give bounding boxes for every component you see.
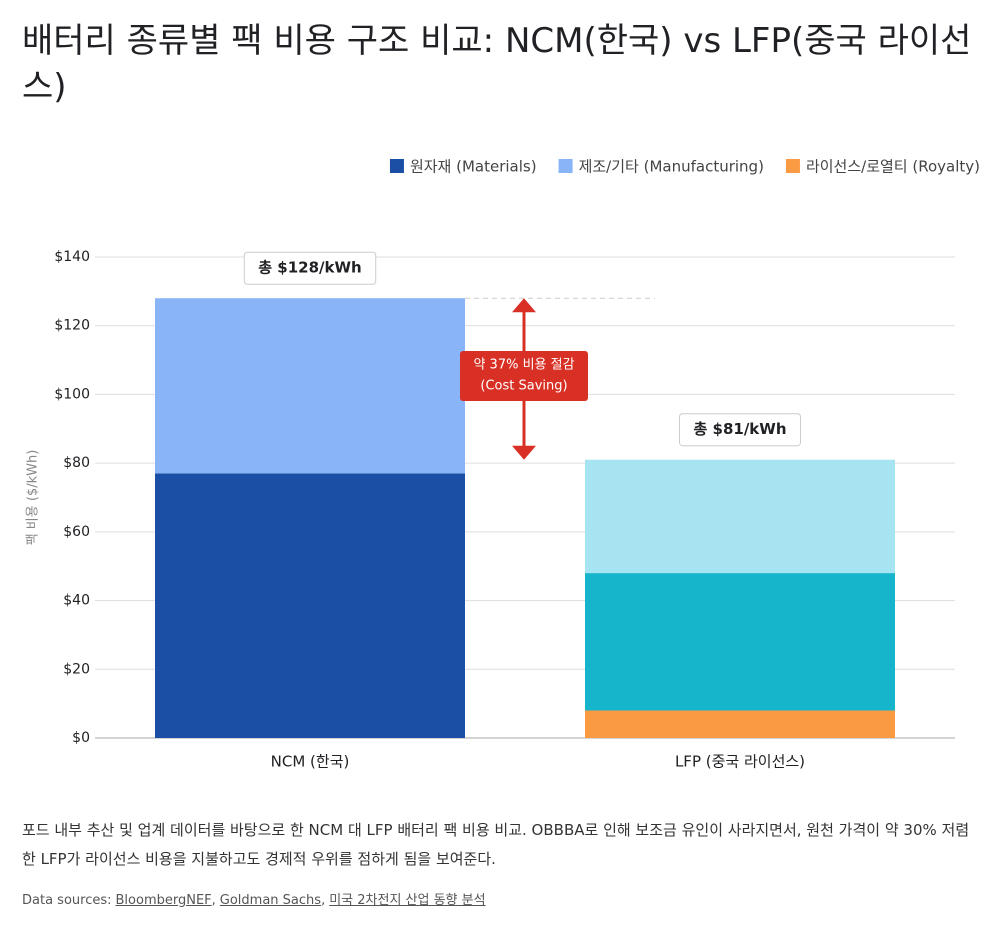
y-tick-label: $40 xyxy=(63,593,90,609)
y-axis-label: 팩 비용 ($/kWh) xyxy=(26,450,41,546)
source-link[interactable]: BloombergNEF xyxy=(115,893,212,908)
annotation-text: 약 37% 비용 절감 xyxy=(473,357,574,372)
legend-swatch xyxy=(785,159,800,173)
y-tick-label: $0 xyxy=(72,730,90,746)
bar-segment xyxy=(155,473,465,738)
y-tick-label: $60 xyxy=(63,524,90,540)
legend-label: 제조/기타 (Manufacturing) xyxy=(579,158,764,176)
y-tick-label: $120 xyxy=(54,318,90,334)
caption: 포드 내부 추산 및 업계 데이터를 바탕으로 한 NCM 대 LFP 배터리 … xyxy=(22,821,970,868)
legend-label: 원자재 (Materials) xyxy=(410,158,537,176)
legend-swatch xyxy=(389,159,404,173)
total-label: 총 $128/kWh xyxy=(258,259,361,277)
bar-segment xyxy=(585,573,895,711)
legend-item: 원자재 (Materials) xyxy=(389,158,537,176)
legend-swatch xyxy=(558,159,573,173)
total-label-box xyxy=(678,413,802,447)
total-label-box xyxy=(243,251,377,285)
bar-segment xyxy=(585,710,895,738)
chart: 원자재 (Materials) 제조/기타 (Manufacturing) 라이선스… xyxy=(26,158,981,771)
y-tick-label: $80 xyxy=(63,455,90,471)
sources-label: Data sources: xyxy=(22,893,112,908)
total-label: 총 $81/kWh xyxy=(693,420,786,438)
bar-segment xyxy=(155,298,465,474)
y-tick-label: $20 xyxy=(63,661,90,677)
arrow-head xyxy=(512,298,536,313)
x-tick-label: LFP (중국 라이선스) xyxy=(675,753,805,771)
annotation-text: (Cost Saving) xyxy=(480,378,567,393)
annotation-box xyxy=(460,350,588,401)
arrow-head xyxy=(512,445,536,460)
x-tick-label: NCM (한국) xyxy=(271,753,350,771)
y-tick-label: $140 xyxy=(54,249,90,265)
y-tick-label: $100 xyxy=(54,386,90,402)
legend-label: 라이선스/로열티 (Royalty) xyxy=(806,158,980,176)
legend-item: 라이선스/로열티 (Royalty) xyxy=(785,158,980,176)
source-link[interactable]: Goldman Sachs xyxy=(219,893,322,908)
source-link[interactable]: 미국 2차전지 산업 동향 분석 xyxy=(329,893,486,908)
chart-title: 배터리 종류별 팩 비용 구조 비교: NCM(한국) vs LFP(중국 라이… xyxy=(22,21,972,107)
sources: Data sources: BloombergNEF, Goldman Sachs,… xyxy=(22,893,486,908)
bar-segment xyxy=(585,459,895,574)
legend-item: 제조/기타 (Manufacturing) xyxy=(558,158,764,176)
